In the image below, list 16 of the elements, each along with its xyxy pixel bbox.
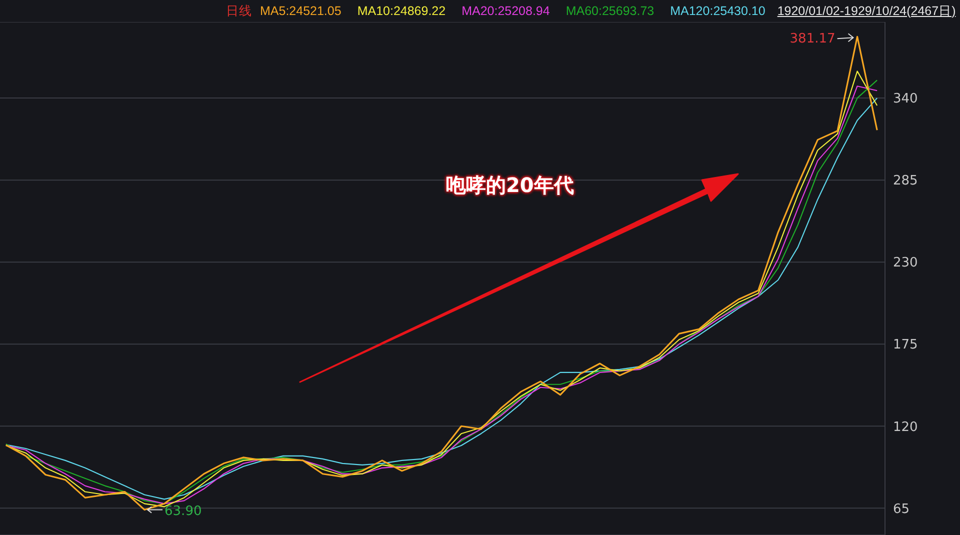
y-tick-label: 175 [893,338,918,353]
text: MA5:24521.05 [260,4,342,18]
text: 1920/01/02-1929/10/24(2467日) [777,2,956,20]
annotation: 咆哮的20年代 [446,172,574,199]
text: MA10:24869.22 [357,4,446,18]
y-tick-label: 230 [893,256,918,271]
y-tick-label: 65 [893,502,910,517]
text: 日线 [226,2,252,20]
annotation: 381.17 [790,32,836,47]
text: MA120:25430.10 [670,4,766,18]
y-tick-label: 120 [893,420,918,435]
text: MA20:25208.94 [462,4,550,18]
y-tick-label: 340 [893,92,918,107]
y-tick-label: 285 [893,174,918,189]
annotation: 63.90 [164,504,202,519]
text: MA60:25693.73 [566,4,654,18]
